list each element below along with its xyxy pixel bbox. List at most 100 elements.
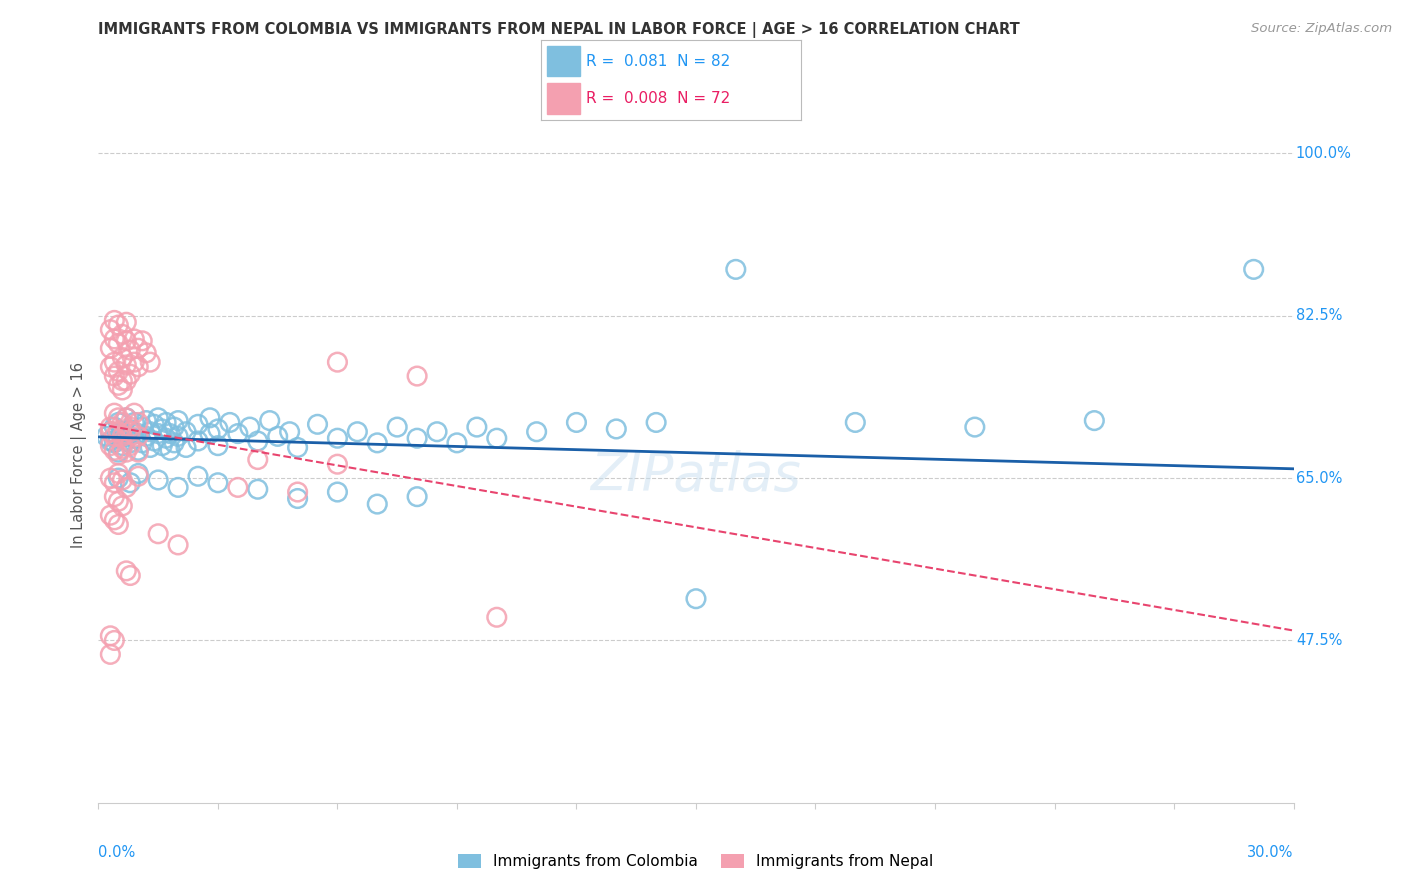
Point (111, 473, 134, 487)
Point (107, 445, 129, 459)
Point (167, 480, 190, 494)
Text: 100.0%: 100.0% (1296, 146, 1351, 161)
Point (1243, 262, 1265, 277)
Point (98, 471, 122, 485)
Point (115, 315, 138, 329)
Point (219, 416, 242, 430)
Bar (547, 84, 581, 114)
Point (259, 414, 281, 428)
Point (167, 538, 190, 552)
Point (198, 426, 221, 441)
Point (103, 429, 125, 443)
Point (465, 420, 488, 434)
Point (115, 358, 138, 372)
Point (267, 429, 290, 443)
Point (98, 648, 122, 662)
Point (278, 425, 301, 439)
Point (366, 497, 388, 511)
Point (111, 327, 134, 342)
Point (115, 564, 138, 578)
Point (406, 431, 429, 445)
Point (115, 410, 138, 425)
Point (107, 318, 129, 332)
Point (526, 425, 548, 439)
Point (685, 591, 707, 606)
Point (135, 414, 157, 428)
Point (111, 499, 134, 513)
Point (127, 341, 149, 355)
Point (187, 434, 209, 448)
Point (226, 426, 249, 441)
Point (246, 452, 269, 467)
Point (111, 374, 134, 388)
Point (207, 439, 229, 453)
Point (107, 416, 129, 430)
Point (98, 341, 122, 355)
Y-axis label: In Labor Force | Age > 16: In Labor Force | Age > 16 (72, 362, 87, 548)
Point (1083, 414, 1105, 428)
Point (150, 422, 173, 436)
Text: R =  0.008  N = 72: R = 0.008 N = 72 (585, 91, 730, 106)
Point (107, 467, 129, 481)
Point (124, 431, 146, 445)
Point (98, 508, 122, 523)
Point (127, 426, 149, 441)
Point (143, 417, 166, 432)
Point (167, 429, 190, 443)
Point (127, 469, 149, 483)
Point (326, 355, 349, 369)
Point (139, 441, 162, 455)
Point (155, 416, 177, 430)
Point (124, 355, 146, 369)
Point (143, 434, 166, 448)
Point (366, 435, 388, 450)
Point (103, 406, 125, 420)
Point (163, 420, 186, 434)
Point (120, 420, 142, 434)
Point (446, 435, 468, 450)
Point (111, 383, 134, 397)
Point (565, 416, 588, 430)
Point (111, 416, 134, 430)
Point (120, 423, 142, 437)
Text: IMMIGRANTS FROM COLOMBIA VS IMMIGRANTS FROM NEPAL IN LABOR FORCE | AGE > 16 CORR: IMMIGRANTS FROM COLOMBIA VS IMMIGRANTS F… (98, 22, 1021, 38)
Point (131, 420, 153, 434)
Point (131, 435, 153, 450)
Point (103, 313, 125, 327)
Point (115, 334, 138, 348)
Point (485, 610, 508, 624)
Point (127, 359, 149, 374)
Text: 47.5%: 47.5% (1296, 633, 1343, 648)
Point (98, 420, 122, 434)
Point (111, 439, 134, 453)
Point (103, 513, 125, 527)
Point (96, 429, 118, 443)
Text: 0.0%: 0.0% (98, 845, 135, 860)
Point (198, 410, 221, 425)
Point (135, 346, 157, 360)
Point (107, 410, 129, 425)
Point (115, 410, 138, 425)
Point (120, 439, 142, 453)
Text: R =  0.081  N = 82: R = 0.081 N = 82 (585, 54, 730, 69)
Point (287, 441, 309, 455)
Point (103, 435, 125, 450)
Point (131, 334, 153, 348)
Point (385, 420, 409, 434)
Point (103, 420, 125, 434)
Point (724, 262, 747, 277)
Point (150, 439, 173, 453)
Point (346, 425, 368, 439)
Point (239, 420, 262, 434)
Point (326, 485, 349, 500)
Point (645, 416, 668, 430)
Point (174, 441, 197, 455)
Point (148, 473, 170, 487)
Point (127, 429, 149, 443)
Legend: Immigrants from Colombia, Immigrants from Nepal: Immigrants from Colombia, Immigrants fro… (453, 848, 939, 875)
Point (127, 443, 149, 458)
Point (111, 425, 134, 439)
Point (115, 429, 138, 443)
Point (226, 480, 249, 494)
Point (107, 448, 129, 462)
